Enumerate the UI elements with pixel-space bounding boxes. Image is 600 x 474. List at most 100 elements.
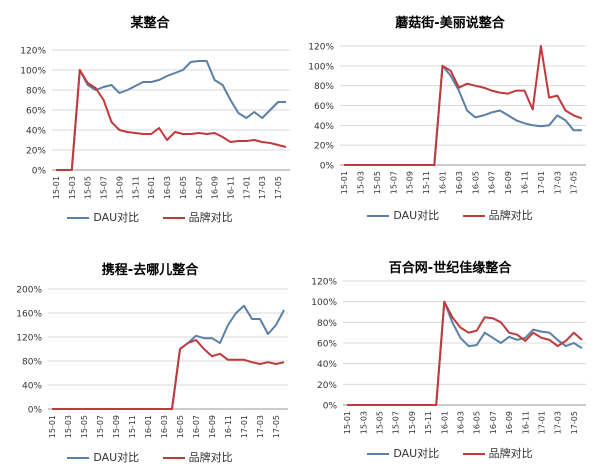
chart-panel-2: 蘑菇街-美丽说整合 0% 20% 40% 60% 80% 100% 120% 15-01 15-… — [300, 0, 600, 237]
y-tick-label: 100% — [308, 62, 334, 72]
x-tick-label: 16-03 — [163, 176, 172, 199]
x-tick-label: 15-05 — [80, 415, 89, 438]
chart-plot: 0% 20% 40% 60% 80% 100% 120% 15-01 15-03 15-05 15-… — [20, 47, 290, 199]
x-tick-label: 15-07 — [392, 411, 401, 434]
x-tick-label: 15-05 — [84, 176, 93, 199]
series-line-brand — [347, 300, 583, 406]
legend-swatch — [162, 217, 185, 219]
x-tick-label: 16-09 — [504, 171, 513, 194]
x-tick-label: 17-05 — [570, 411, 579, 434]
x-tick-label: 17-01 — [242, 176, 251, 199]
x-tick-label: 17-03 — [256, 415, 265, 438]
legend-swatch — [367, 215, 390, 217]
chart-title: 携程-去哪儿整合 — [101, 263, 199, 278]
y-tick-label: 80% — [317, 319, 337, 329]
series-line-dau — [347, 300, 583, 406]
x-tick-label: 16-11 — [224, 415, 233, 438]
legend-swatch — [462, 453, 485, 455]
y-tick-label: 80% — [314, 82, 334, 92]
x-tick-label: 15-11 — [422, 171, 431, 194]
chart-legend: DAU对比 品牌对比 — [300, 207, 600, 223]
x-tick-label: 16-03 — [160, 415, 169, 438]
chart-plot: 0% 20% 40% 60% 80% 100% 120% 15-01 15-03 15-05 15-… — [311, 278, 586, 434]
chart-panel-1: 某整合 0% 20% 40% 60% 80% 100% 120% 15-01 15-03 15-0… — [0, 0, 300, 237]
legend-item-brand: 品牌对比 — [162, 209, 233, 225]
x-tick-label: 17-05 — [274, 176, 283, 199]
y-tick-label: 60% — [26, 107, 46, 117]
legend-label: 品牌对比 — [188, 451, 233, 464]
x-tick-label: 16-09 — [211, 176, 220, 199]
legend-item-dau: DAU对比 — [367, 207, 439, 223]
x-tick-label: 16-05 — [471, 171, 480, 194]
x-tick-label: 16-05 — [179, 176, 188, 199]
x-tick-label: 15-05 — [375, 411, 384, 434]
y-tick-label: 40% — [26, 127, 46, 137]
legend-label: 品牌对比 — [188, 211, 233, 224]
x-tick-label: 15-09 — [112, 415, 121, 438]
legend-item-brand: 品牌对比 — [162, 449, 233, 465]
y-tick-label: 100% — [311, 298, 337, 308]
x-tick-label: 16-11 — [521, 171, 530, 194]
x-tick-label: 15-05 — [373, 171, 382, 194]
chart-title: 某整合 — [130, 16, 170, 31]
chart-title: 蘑菇街-美丽说整合 — [395, 16, 505, 31]
legend-label: DAU对比 — [93, 451, 140, 464]
y-tick-label: 120% — [16, 334, 42, 344]
x-tick-label: 15-09 — [406, 171, 415, 194]
x-tick-label: 16-03 — [456, 411, 465, 434]
x-tick-label: 15-11 — [128, 415, 137, 438]
x-tick-label: 15-01 — [343, 411, 352, 434]
series-line-brand — [344, 45, 583, 166]
x-tick-label: 17-05 — [272, 415, 281, 438]
x-tick-label: 16-05 — [176, 415, 185, 438]
x-tick-label: 17-05 — [570, 171, 579, 194]
x-tick-label: 16-07 — [488, 171, 497, 194]
y-tick-label: 120% — [311, 278, 337, 288]
series-line-dau — [56, 60, 286, 171]
chart-title: 百合网-世纪佳缘整合 — [388, 261, 512, 276]
y-tick-label: 160% — [16, 310, 42, 320]
y-tick-label: 80% — [26, 87, 46, 97]
x-tick-label: 17-01 — [537, 411, 546, 434]
x-tick-label: 15-01 — [48, 415, 57, 438]
y-tick-label: 100% — [20, 67, 46, 77]
x-tick-label: 15-03 — [359, 411, 368, 434]
legend-label: DAU对比 — [393, 209, 440, 222]
chart-plot: 0% 20% 40% 60% 80% 100% 120% 15-01 15-03 15-05 15-… — [308, 43, 586, 194]
x-tick-label: 16-01 — [144, 415, 153, 438]
y-tick-label: 120% — [20, 47, 46, 57]
chart-plot: 0% 40% 80% 120% 160% 200% 15-01 15-03 15-05 15-07… — [16, 286, 288, 438]
legend-label: DAU对比 — [93, 211, 140, 224]
x-tick-label: 17-03 — [554, 411, 563, 434]
x-tick-label: 16-11 — [521, 411, 530, 434]
chart-legend: DAU对比 品牌对比 — [300, 445, 600, 461]
y-tick-label: 20% — [317, 381, 337, 391]
x-tick-label: 15-09 — [115, 176, 124, 199]
y-tick-label: 60% — [317, 340, 337, 350]
x-tick-label: 16-07 — [489, 411, 498, 434]
x-tick-label: 15-07 — [389, 171, 398, 194]
x-tick-label: 16-05 — [473, 411, 482, 434]
y-tick-label: 20% — [26, 147, 46, 157]
series-line-dau — [52, 304, 285, 410]
x-tick-label: 15-03 — [68, 176, 77, 199]
y-tick-label: 40% — [22, 382, 42, 392]
legend-swatch — [67, 217, 90, 219]
legend-item-brand: 品牌对比 — [462, 445, 533, 461]
x-tick-label: 15-09 — [408, 411, 417, 434]
y-tick-label: 60% — [314, 102, 334, 112]
x-tick-label: 16-09 — [208, 415, 217, 438]
x-tick-label: 17-01 — [537, 171, 546, 194]
y-tick-label: 20% — [314, 142, 334, 152]
legend-label: 品牌对比 — [488, 447, 533, 460]
x-tick-label: 15-07 — [96, 415, 105, 438]
legend-swatch — [462, 215, 485, 217]
legend-item-dau: DAU对比 — [67, 209, 139, 225]
x-tick-label: 16-07 — [195, 176, 204, 199]
series-line-brand — [52, 339, 285, 410]
y-tick-label: 40% — [314, 122, 334, 132]
x-tick-label: 15-03 — [357, 171, 366, 194]
y-tick-label: 0% — [32, 167, 47, 177]
x-tick-label: 17-03 — [553, 171, 562, 194]
y-tick-label: 120% — [308, 43, 334, 53]
